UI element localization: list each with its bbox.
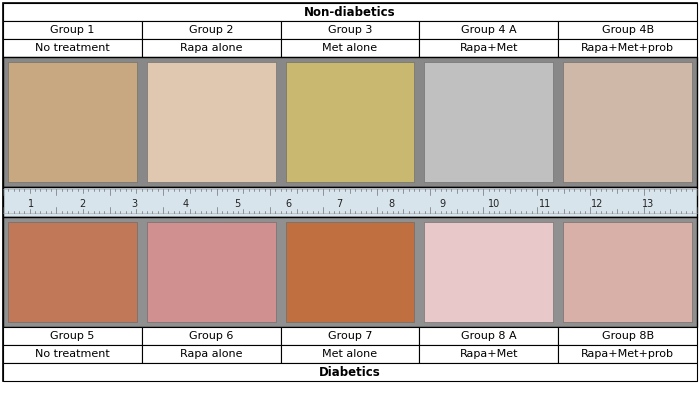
Bar — [142, 39, 281, 57]
Text: 5: 5 — [234, 199, 240, 209]
Bar — [8, 222, 136, 322]
Text: Group 6: Group 6 — [189, 331, 233, 341]
Text: Group 4B: Group 4B — [601, 25, 654, 35]
Text: Rapa alone: Rapa alone — [180, 43, 242, 53]
Text: Rapa+Met: Rapa+Met — [460, 349, 518, 359]
Bar — [564, 222, 692, 322]
Text: Group 8 A: Group 8 A — [461, 331, 517, 341]
Text: No treatment: No treatment — [35, 349, 110, 359]
Text: 8: 8 — [388, 199, 394, 209]
Bar — [281, 39, 419, 57]
Bar — [8, 62, 136, 182]
Bar — [142, 21, 281, 39]
Bar — [564, 62, 692, 182]
Text: Met alone: Met alone — [323, 349, 377, 359]
Text: 7: 7 — [337, 199, 343, 209]
Text: Group 4 A: Group 4 A — [461, 25, 517, 35]
Bar — [3, 3, 697, 21]
Bar — [419, 21, 558, 39]
Bar — [281, 21, 419, 39]
Bar — [142, 327, 281, 345]
Text: 12: 12 — [591, 199, 603, 209]
Bar — [147, 222, 276, 322]
Bar — [424, 222, 553, 322]
Text: 2: 2 — [80, 199, 86, 209]
Bar — [3, 57, 697, 187]
Bar — [558, 345, 697, 363]
Text: 10: 10 — [488, 199, 500, 209]
Bar — [142, 345, 281, 363]
Text: 3: 3 — [131, 199, 137, 209]
Text: 4: 4 — [183, 199, 188, 209]
Text: 9: 9 — [440, 199, 446, 209]
Text: Group 1: Group 1 — [50, 25, 94, 35]
Text: Group 7: Group 7 — [328, 331, 372, 341]
Bar — [3, 363, 697, 381]
Text: Rapa alone: Rapa alone — [180, 349, 242, 359]
Bar — [419, 327, 558, 345]
Bar — [3, 217, 697, 327]
Bar — [281, 327, 419, 345]
Bar — [147, 62, 276, 182]
Bar — [558, 327, 697, 345]
Text: Non-diabetics: Non-diabetics — [304, 6, 395, 19]
Text: Group 5: Group 5 — [50, 331, 94, 341]
Text: Met alone: Met alone — [323, 43, 377, 53]
Bar — [286, 222, 414, 322]
Text: Group 8B: Group 8B — [601, 331, 654, 341]
Bar — [419, 345, 558, 363]
Bar — [3, 39, 142, 57]
Bar — [558, 39, 697, 57]
Text: Rapa+Met+prob: Rapa+Met+prob — [581, 43, 674, 53]
Bar — [286, 62, 414, 182]
Bar — [3, 327, 142, 345]
Text: 6: 6 — [285, 199, 291, 209]
Text: 1: 1 — [28, 199, 34, 209]
Text: 11: 11 — [539, 199, 552, 209]
Bar — [3, 187, 697, 217]
Bar — [281, 345, 419, 363]
Text: Rapa+Met: Rapa+Met — [460, 43, 518, 53]
Bar — [3, 21, 142, 39]
Bar — [424, 62, 553, 182]
Text: Diabetics: Diabetics — [319, 366, 381, 378]
Text: Group 2: Group 2 — [189, 25, 234, 35]
Text: 13: 13 — [642, 199, 654, 209]
Bar — [3, 345, 142, 363]
Text: No treatment: No treatment — [35, 43, 110, 53]
Text: Rapa+Met+prob: Rapa+Met+prob — [581, 349, 674, 359]
Text: Group 3: Group 3 — [328, 25, 372, 35]
Bar — [558, 21, 697, 39]
Bar — [419, 39, 558, 57]
